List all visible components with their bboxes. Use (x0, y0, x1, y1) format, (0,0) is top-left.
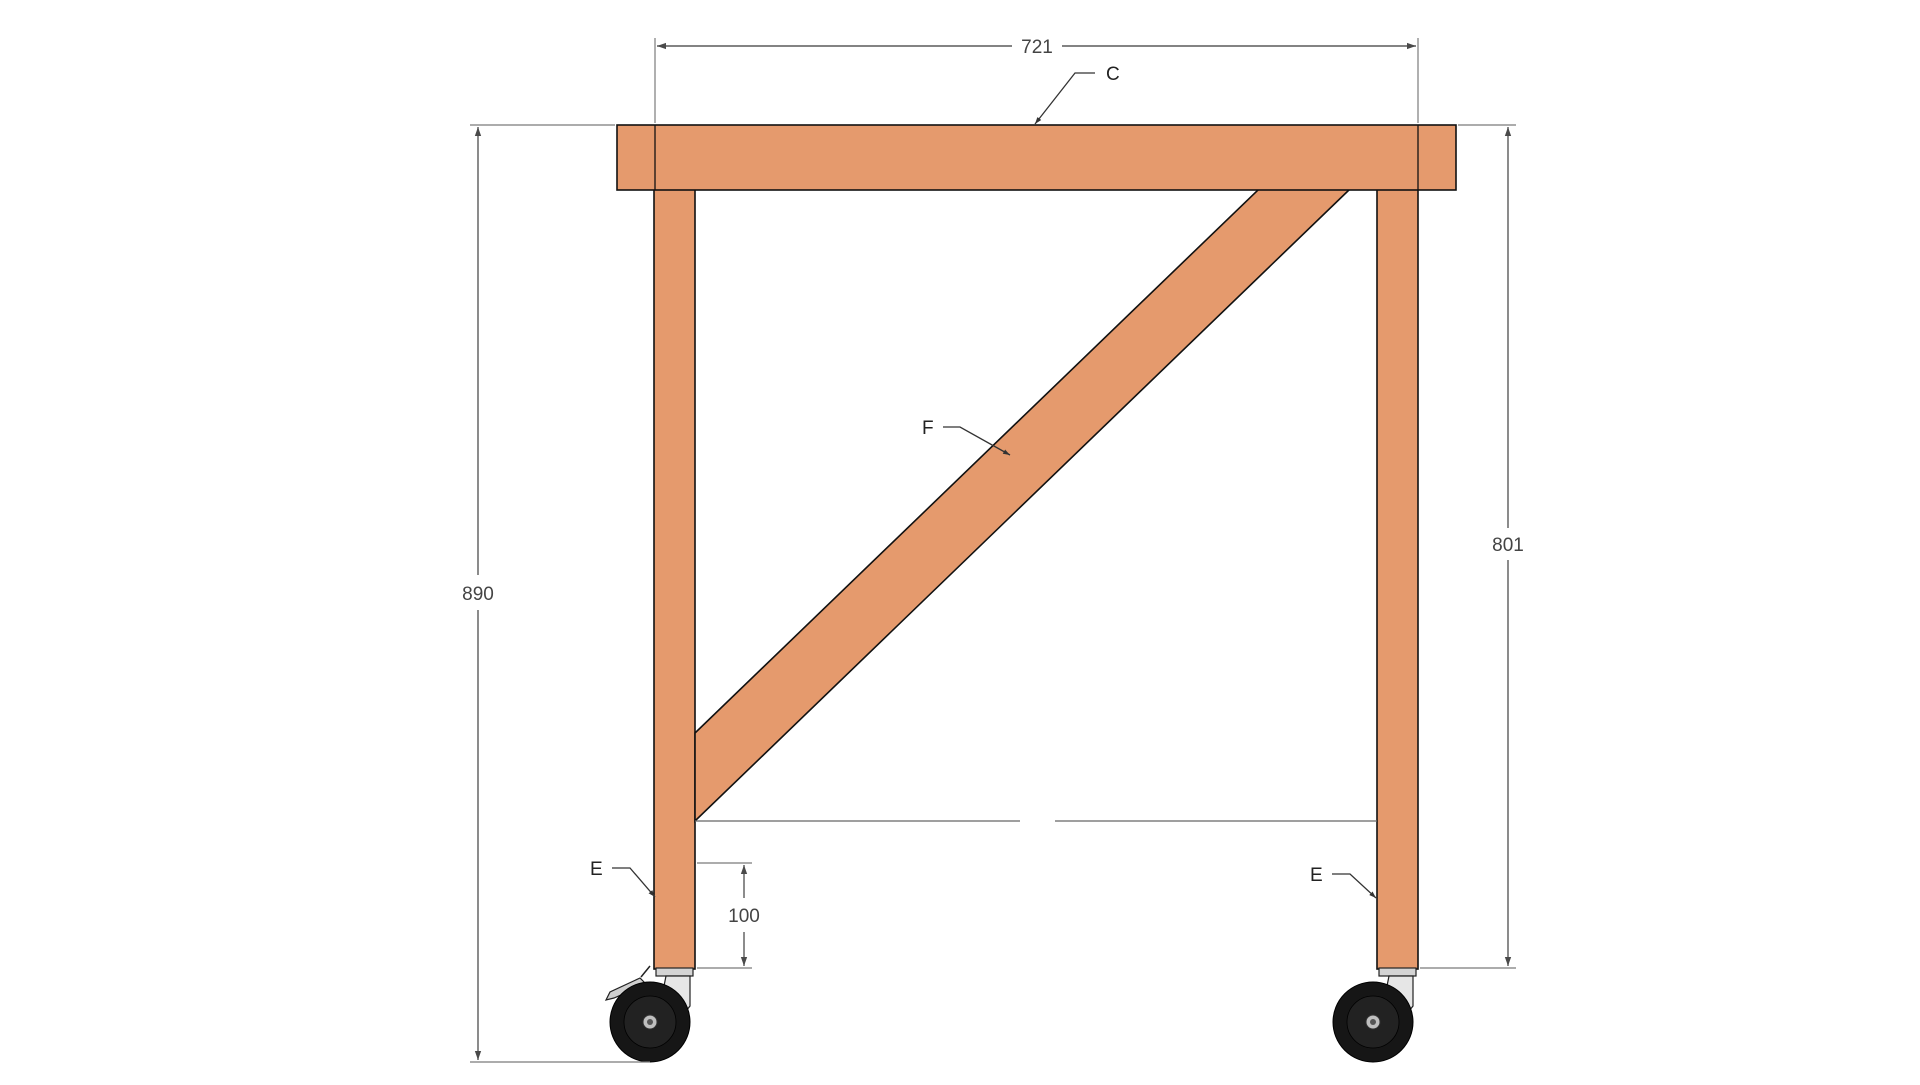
diagonal-brace (694, 188, 1352, 823)
label-diagonal-brace: F (922, 418, 1011, 456)
label-leg-right-text: E (1310, 865, 1323, 886)
leg-right (1376, 188, 1419, 970)
dimension-top-width: 721 (654, 37, 1419, 123)
dimension-overall-height: 890 (462, 124, 650, 1063)
caster-left (604, 965, 694, 1063)
leg-left (653, 188, 696, 970)
dimension-leg-height-value: 801 (1492, 535, 1524, 556)
dimension-caster-clearance: 100 (697, 862, 760, 969)
label-top-rail-text: C (1106, 64, 1120, 85)
caster-right (1332, 967, 1417, 1063)
dimension-top-width-value: 721 (1021, 37, 1053, 58)
dimension-caster-clearance-value: 100 (728, 906, 760, 927)
label-diagonal-brace-text: F (922, 418, 934, 439)
label-top-rail: C (1034, 64, 1120, 125)
dimension-overall-height-value: 890 (462, 584, 494, 605)
dimension-leg-height: 801 (1420, 124, 1524, 969)
top-rail (616, 124, 1457, 191)
label-leg-left: E (590, 859, 656, 898)
label-leg-left-text: E (590, 859, 603, 880)
label-leg-right: E (1310, 865, 1377, 899)
